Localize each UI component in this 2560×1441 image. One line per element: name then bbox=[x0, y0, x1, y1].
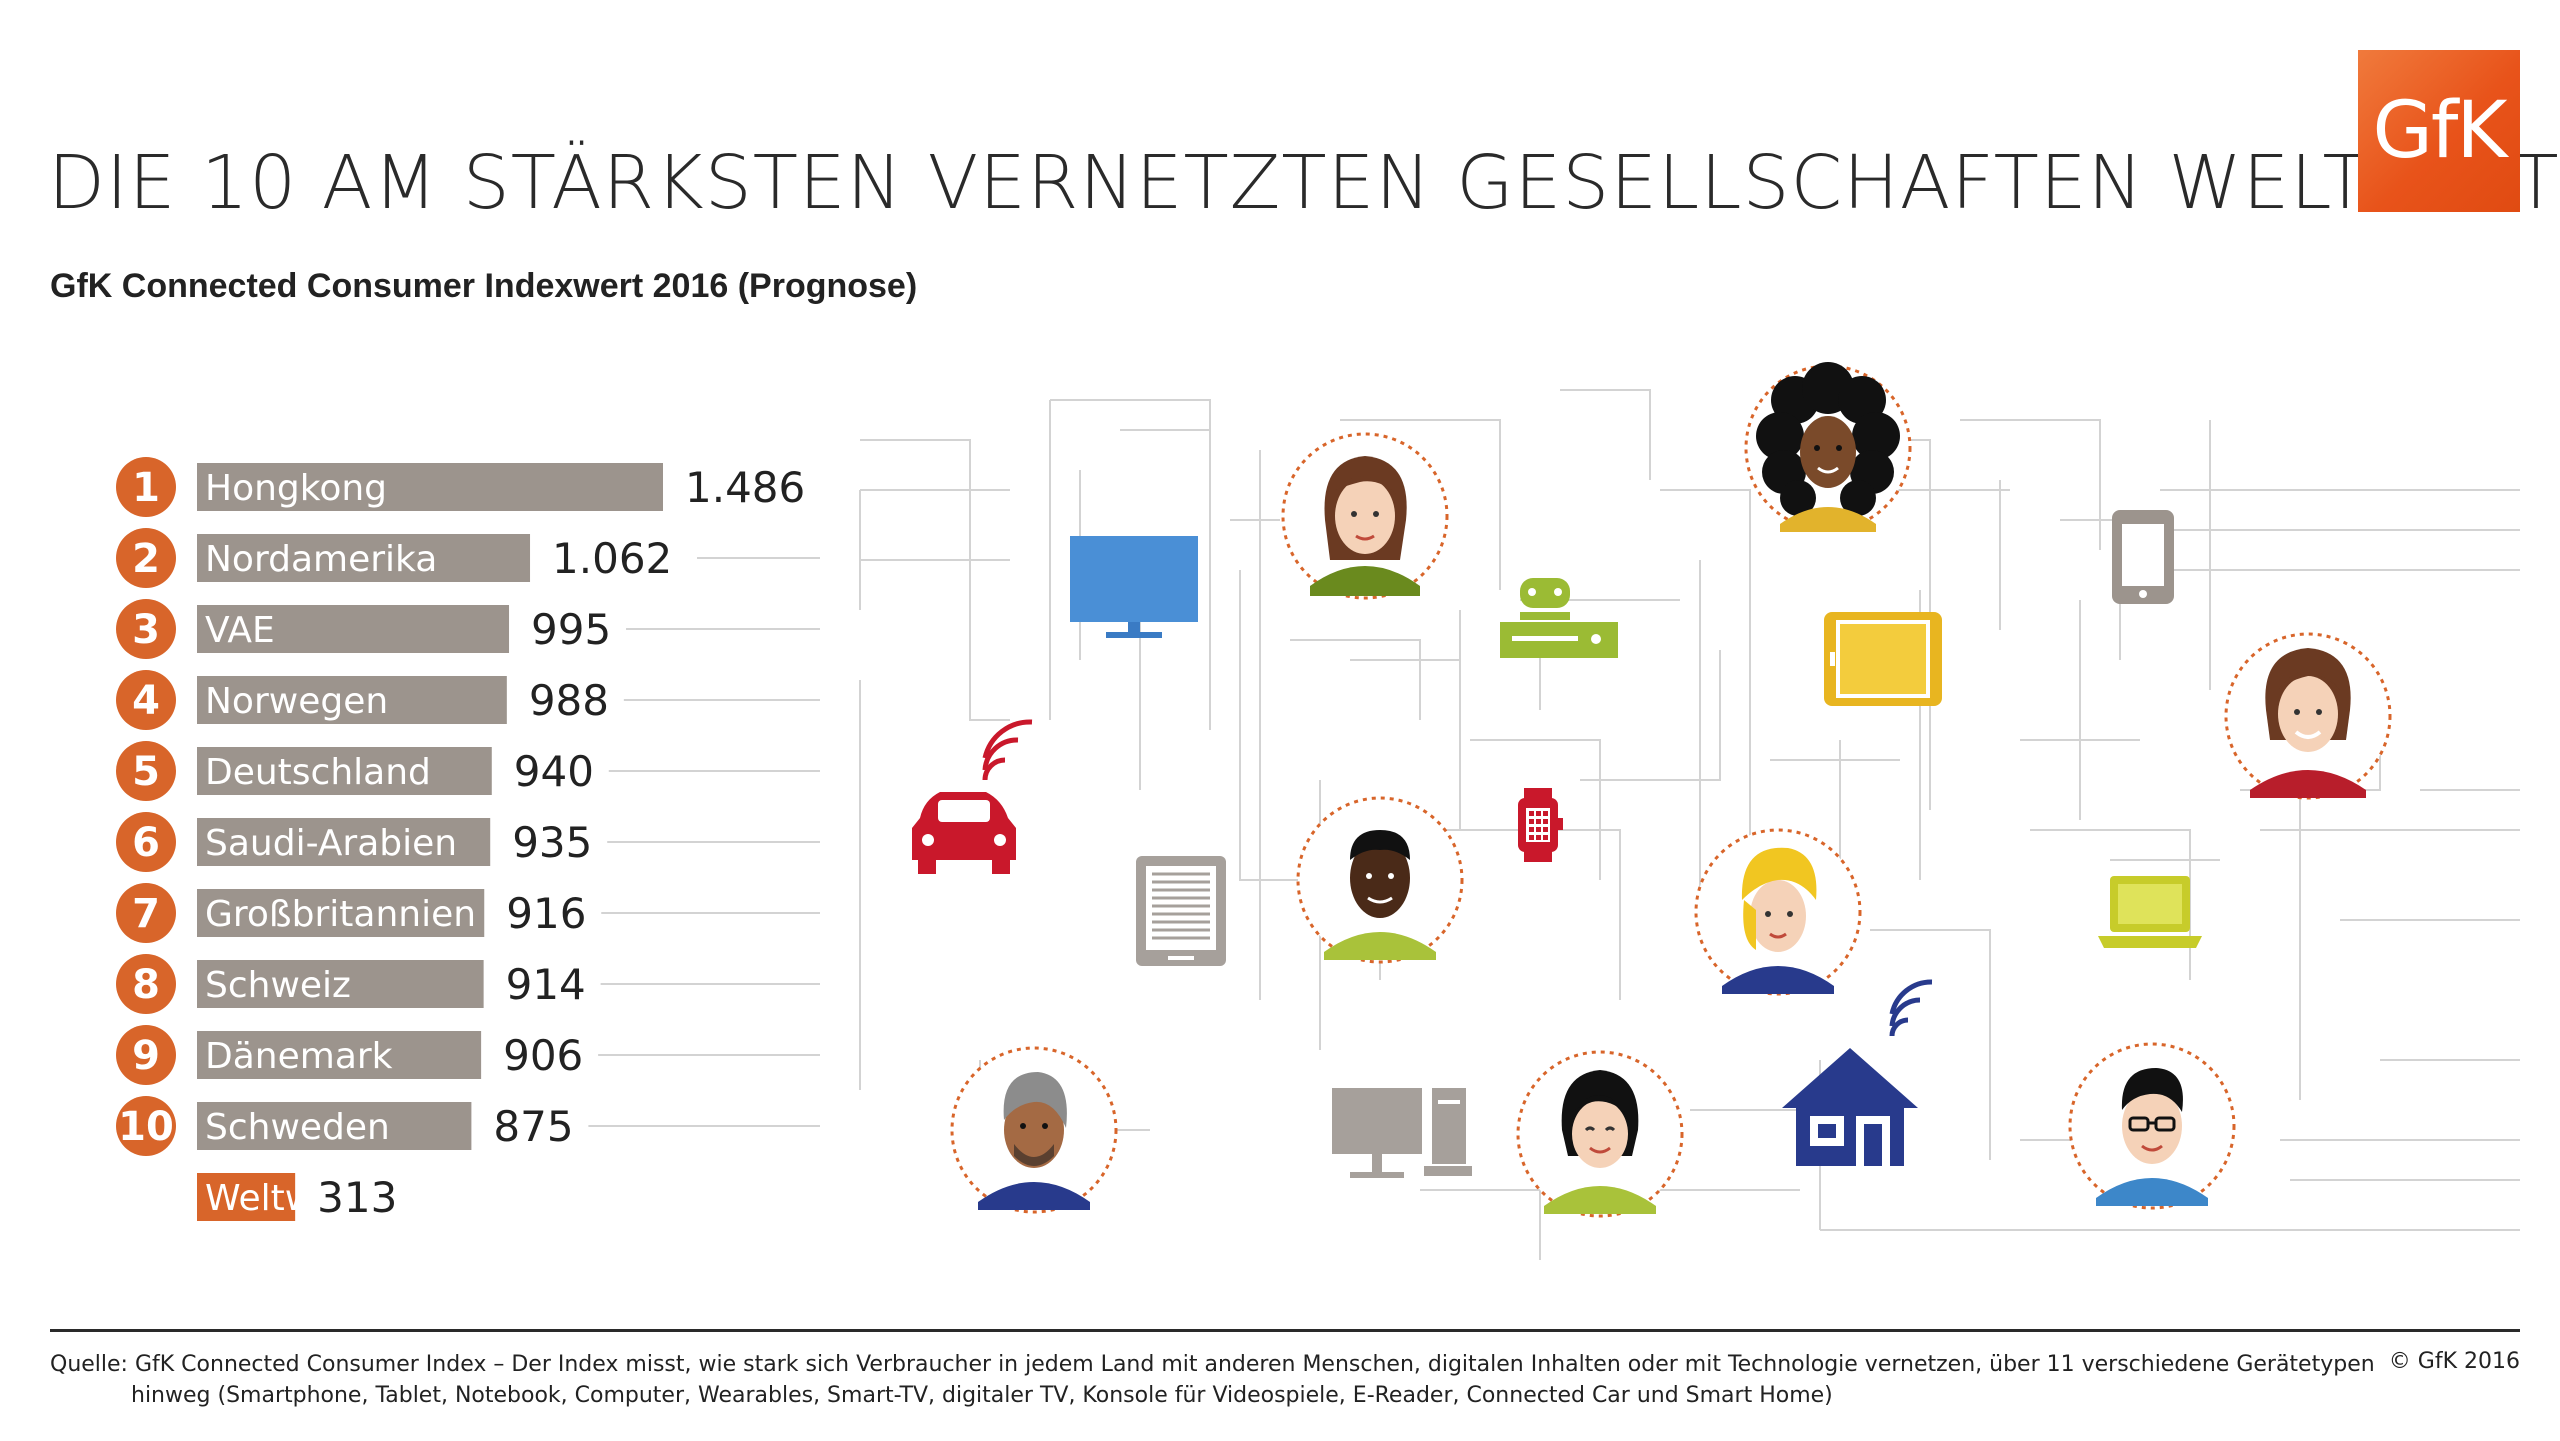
e-reader-icon bbox=[1136, 856, 1226, 966]
bar-category-label: Deutschland bbox=[205, 752, 431, 793]
bar-row: 5 Deutschland 940 bbox=[116, 741, 820, 801]
bar bbox=[197, 1173, 296, 1221]
bar-category-label: Schweiz bbox=[205, 965, 351, 1006]
rank-label: 8 bbox=[132, 962, 160, 1008]
bar bbox=[197, 1031, 482, 1079]
rank-label: 1 bbox=[132, 465, 160, 511]
bar-row: 9 Dänemark 906 bbox=[116, 1025, 820, 1085]
bar-category-label: Nordamerika bbox=[205, 539, 437, 580]
avatar-woman-red-shirt bbox=[2224, 632, 2392, 800]
avatar-woman-blonde bbox=[1694, 828, 1862, 996]
rank-label: 9 bbox=[132, 1033, 160, 1079]
bar bbox=[197, 605, 510, 653]
bar-value-label: 916 bbox=[506, 889, 586, 938]
bar-value-label: 1.486 bbox=[685, 463, 805, 512]
gfk-logo: GfK bbox=[2358, 50, 2520, 212]
rank-badge bbox=[116, 528, 176, 588]
bar-value-label: 935 bbox=[512, 818, 592, 867]
copyright: © GfK 2016 bbox=[2388, 1349, 2520, 1374]
rank-badge bbox=[116, 741, 176, 801]
rank-label: 4 bbox=[132, 678, 160, 724]
rank-badge bbox=[116, 812, 176, 872]
smart-home-icon bbox=[1782, 979, 1933, 1166]
bar-category-label: Großbritannien bbox=[205, 894, 476, 935]
avatar-woman-black-hair bbox=[1516, 1050, 1684, 1218]
bar bbox=[197, 534, 531, 582]
bar-value-label: 875 bbox=[493, 1102, 573, 1151]
rank-badge bbox=[116, 670, 176, 730]
bar-row: 2 Nordamerika 1.062 bbox=[116, 528, 820, 588]
bar-row: 1 Hongkong 1.486 bbox=[116, 457, 805, 517]
smartwatch-icon bbox=[1518, 788, 1563, 862]
bar-category-label: Hongkong bbox=[205, 468, 387, 509]
rank-label: 2 bbox=[132, 536, 160, 582]
rank-label: 10 bbox=[118, 1104, 174, 1150]
bar-chart: 1 Hongkong 1.486 2 Nordamerika 1.062 3 VAE 995 4 N… bbox=[116, 457, 820, 1222]
footer-divider bbox=[50, 1329, 2520, 1332]
rank-badge bbox=[116, 457, 176, 517]
bar-row: 10 Schweden 875 bbox=[116, 1096, 820, 1156]
car-icon bbox=[912, 719, 1033, 874]
bar-value-label: 313 bbox=[317, 1173, 397, 1222]
rank-badge bbox=[116, 1025, 176, 1085]
rank-badge bbox=[116, 1096, 176, 1156]
avatar-woman-curly-hair bbox=[1744, 362, 1912, 532]
bar-category-label: Schweden bbox=[205, 1107, 390, 1148]
bar-category-label: Weltweit bbox=[205, 1178, 360, 1219]
bar-category-label: VAE bbox=[205, 610, 275, 651]
avatar-woman-brown-hair bbox=[1281, 432, 1449, 600]
bar-value-label: 995 bbox=[531, 605, 611, 654]
bar-row: 6 Saudi-Arabien 935 bbox=[116, 812, 820, 872]
bar bbox=[197, 818, 491, 866]
avatar-man-green-shirt bbox=[1296, 796, 1464, 964]
source-note: Quelle: GfK Connected Consumer Index – D… bbox=[50, 1352, 2375, 1408]
bar-row: 7 Großbritannien 916 bbox=[116, 883, 820, 943]
rank-badge bbox=[116, 954, 176, 1014]
game-console-icon bbox=[1500, 578, 1618, 658]
bar-value-label: 914 bbox=[506, 960, 586, 1009]
bar bbox=[197, 463, 663, 511]
chart-subtitle: GfK Connected Consumer Indexwert 2016 (P… bbox=[50, 267, 918, 305]
bar-value-label: 1.062 bbox=[552, 534, 672, 583]
bar-category-label: Norwegen bbox=[205, 681, 388, 722]
smartphone-icon bbox=[2112, 510, 2174, 604]
tv-icon bbox=[1070, 536, 1198, 638]
bar-row: 8 Schweiz 914 bbox=[116, 954, 820, 1014]
rank-badge bbox=[116, 599, 176, 659]
rank-label: 7 bbox=[132, 891, 160, 937]
bar bbox=[197, 676, 507, 724]
avatar-man-grey-hair bbox=[950, 1046, 1118, 1214]
bar-value-label: 906 bbox=[503, 1031, 583, 1080]
laptop-icon bbox=[2098, 876, 2202, 948]
rank-label: 6 bbox=[132, 820, 160, 866]
connectivity-network-illustration bbox=[859, 362, 2520, 1260]
bar-row: 4 Norwegen 988 bbox=[116, 670, 820, 730]
desktop-computer-icon bbox=[1332, 1088, 1472, 1178]
bar bbox=[197, 889, 485, 937]
bar bbox=[197, 747, 492, 795]
bar-value-label: 988 bbox=[529, 676, 609, 725]
bar-value-label: 940 bbox=[514, 747, 594, 796]
bar-row: 3 VAE 995 bbox=[116, 599, 820, 659]
avatar-man-glasses bbox=[2068, 1042, 2236, 1210]
bar bbox=[197, 1102, 472, 1150]
tablet-icon bbox=[1824, 612, 1942, 706]
page-title: DIE 10 AM STÄRKSTEN VERNETZTEN GESELLSCH… bbox=[48, 140, 2560, 226]
bar bbox=[197, 960, 484, 1008]
bar-category-label: Saudi-Arabien bbox=[205, 823, 457, 864]
rank-badge bbox=[116, 883, 176, 943]
rank-label: 3 bbox=[132, 607, 160, 653]
bar-category-label: Dänemark bbox=[205, 1036, 393, 1077]
rank-label: 5 bbox=[132, 749, 160, 795]
